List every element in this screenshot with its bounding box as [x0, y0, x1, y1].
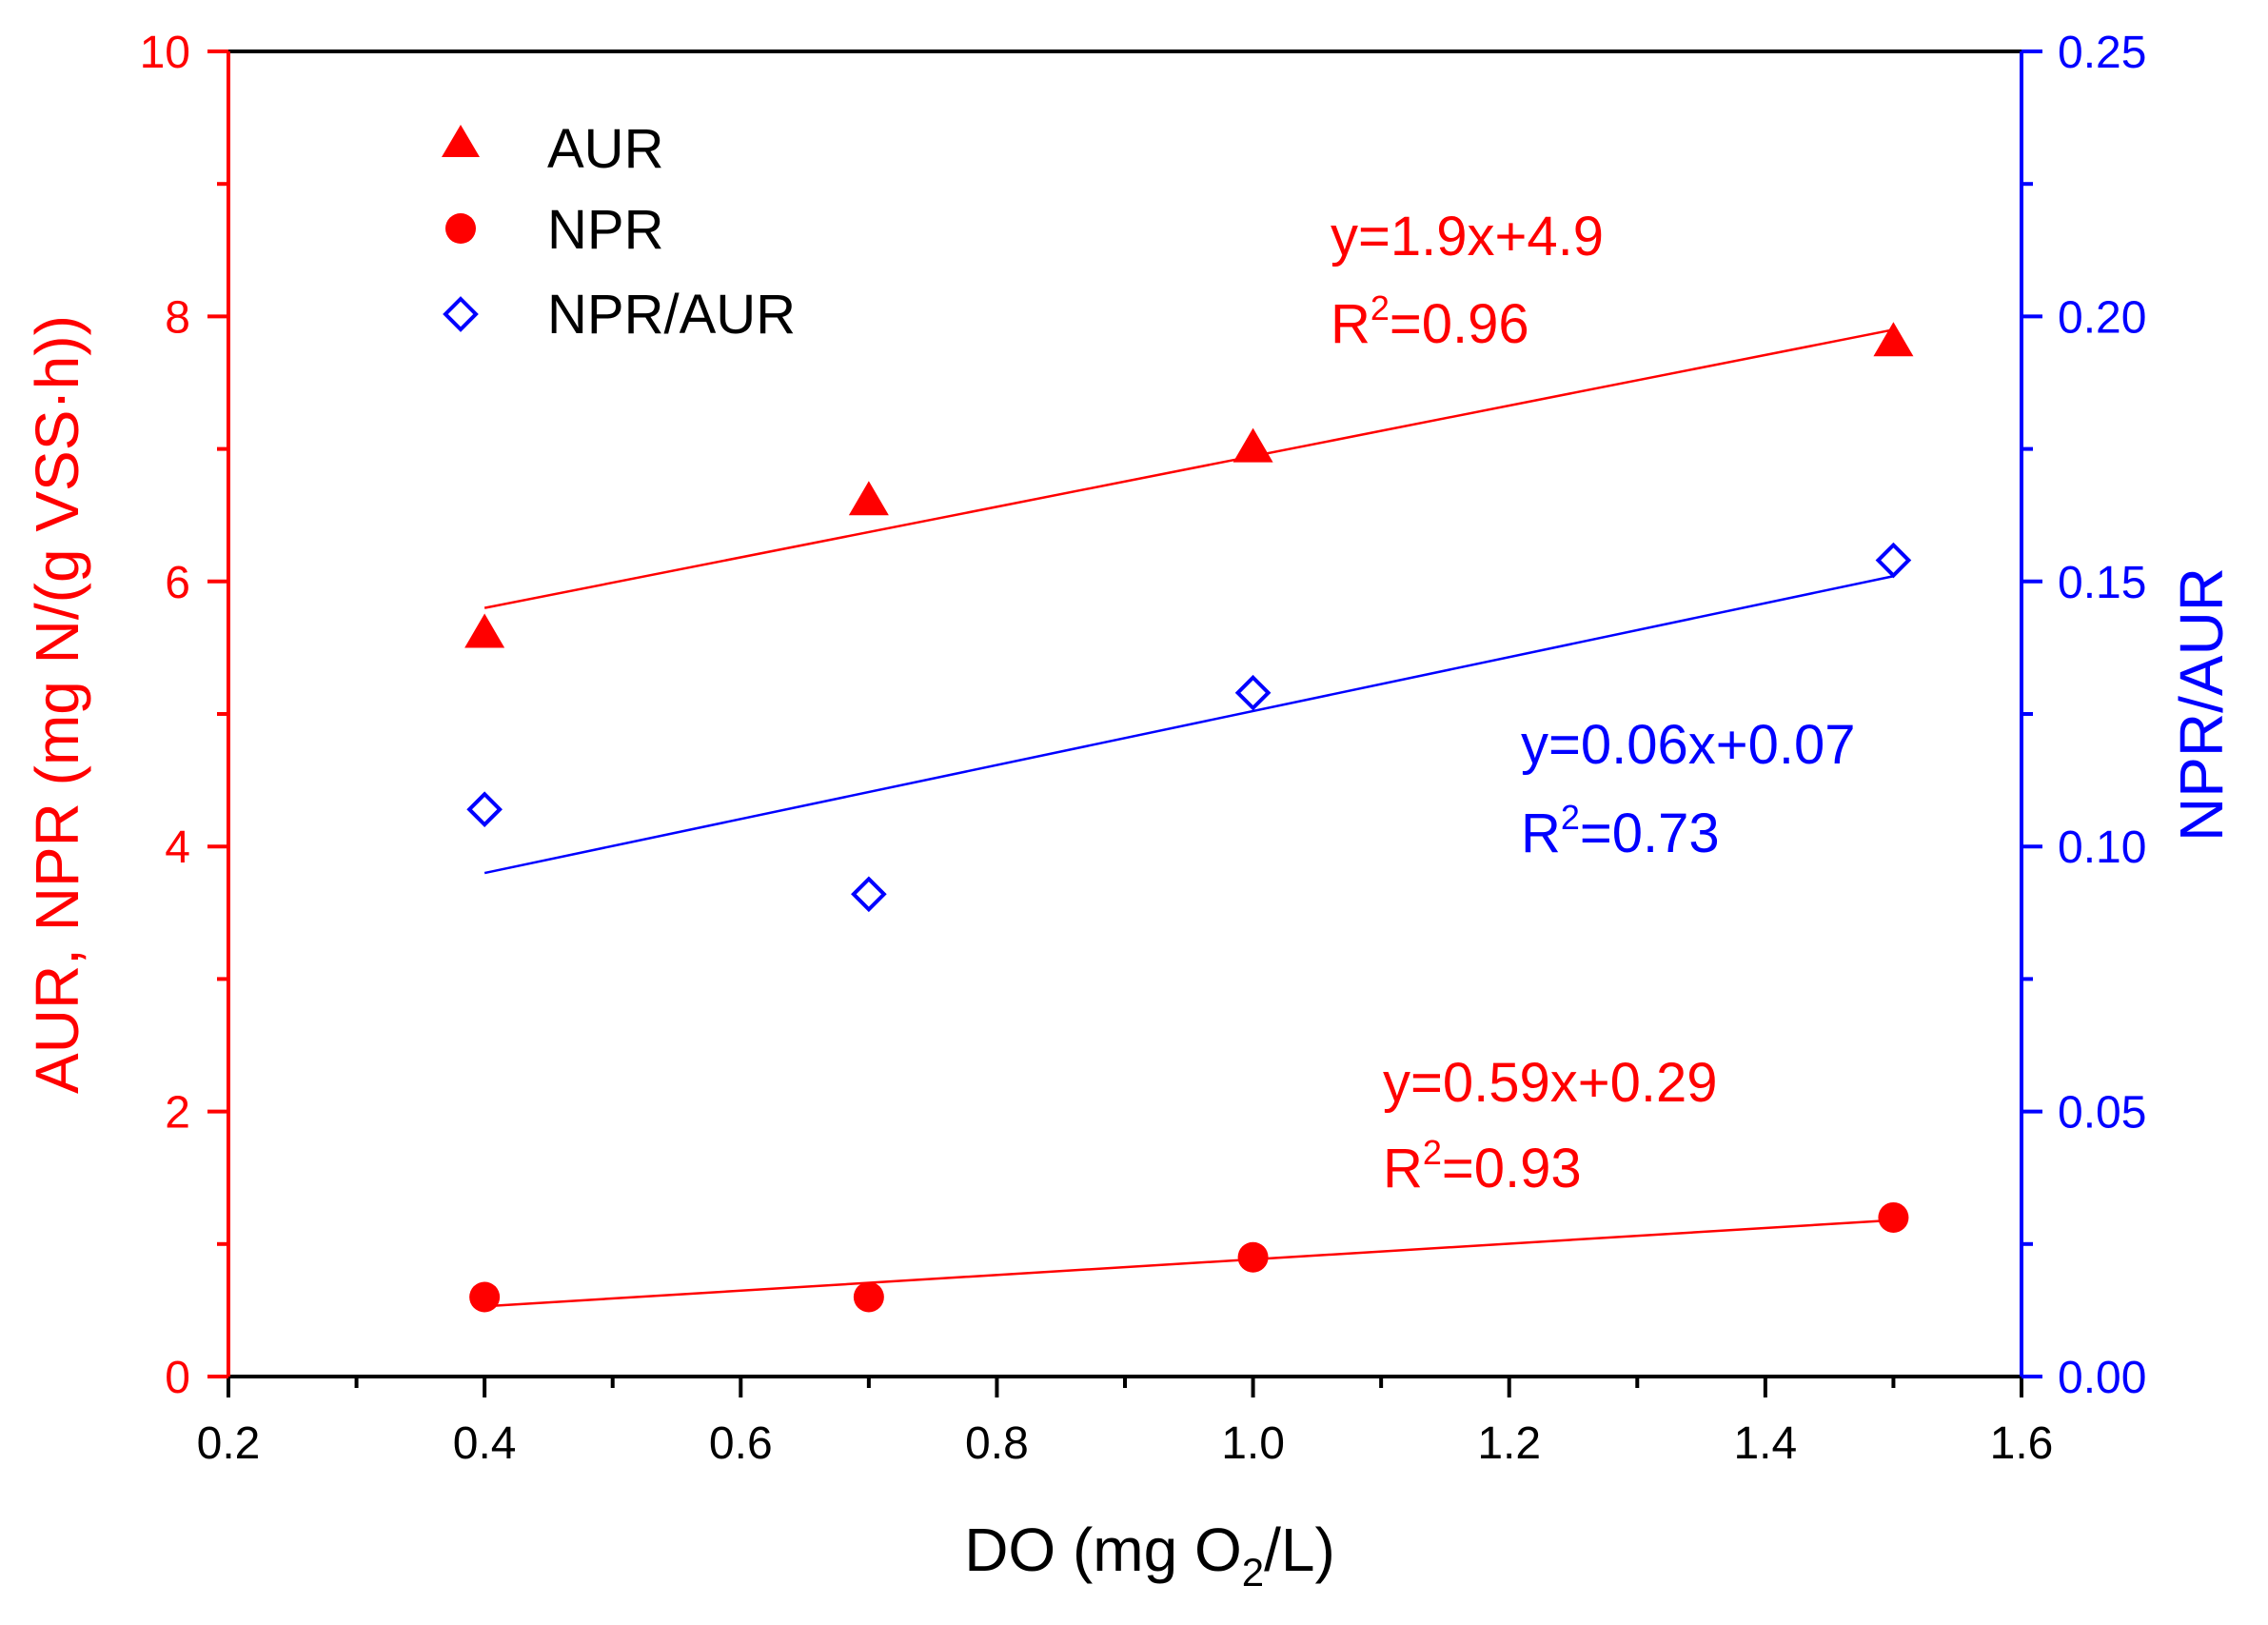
annotation-aur-r2: R2=0.96: [1331, 288, 1529, 355]
data-point-npr-aur: [466, 791, 503, 828]
x-tick-label: 1.0: [1221, 1418, 1285, 1469]
x-tick-label: 0.6: [709, 1418, 773, 1469]
legend-marker-aur: [442, 125, 480, 157]
data-point-npr-aur: [1875, 542, 1912, 579]
legend-label-npr: NPR: [547, 199, 663, 261]
annotation-npr-equation: y=0.59x+0.29: [1383, 1052, 1718, 1114]
data-point-npr: [853, 1281, 884, 1313]
data-point-aur: [848, 481, 889, 516]
fit-lines-layer: [483, 328, 1894, 1308]
y-left-axis-title: AUR, NPR (mg N/(g VSS·h)): [23, 315, 91, 1094]
legend-marker-npr: [445, 213, 476, 244]
markers-layer: [464, 322, 1914, 1313]
data-point-aur: [1873, 322, 1914, 357]
data-point-aur: [464, 613, 505, 648]
fit-line-npr: [484, 1219, 1894, 1308]
y-right-tick-label: 0.15: [2058, 558, 2146, 608]
fit-line-aur: [483, 328, 1894, 609]
data-point-npr-aur: [851, 876, 887, 913]
legend-marker-npr-aur: [443, 296, 479, 332]
data-point-aur: [1233, 427, 1273, 463]
data-point-npr: [469, 1281, 501, 1313]
x-axis-title: DO (mg O2/L): [964, 1516, 1335, 1595]
x-axis-title-main: DO (mg O: [964, 1516, 1242, 1584]
y-right-tick-label: 0.00: [2058, 1353, 2146, 1403]
data-point-npr-aur: [1234, 674, 1272, 711]
annotation-npr-aur-fit: y=0.06x+0.07 R2=0.73: [1521, 714, 1856, 864]
y-left-tick-label: 6: [165, 558, 190, 608]
annotation-aur-equation: y=1.9x+4.9: [1331, 206, 1604, 268]
y-left-tick-label: 8: [165, 292, 190, 343]
y-right-axis-title: NPR/AUR: [2167, 567, 2236, 842]
x-tick-label: 1.2: [1477, 1418, 1541, 1469]
annotation-npr-r2: R2=0.93: [1383, 1133, 1582, 1199]
y-right-tick-label: 0.10: [2058, 822, 2146, 873]
x-tick-label: 1.6: [1990, 1418, 2054, 1469]
x-axis-title-subscript: 2: [1242, 1550, 1264, 1595]
annotation-npr-aur-equation: y=0.06x+0.07: [1521, 714, 1856, 776]
legend-label-npr-aur: NPR/AUR: [547, 284, 796, 346]
x-tick-label: 0.8: [965, 1418, 1029, 1469]
x-tick-label: 0.2: [197, 1418, 261, 1469]
data-point-npr: [1878, 1201, 1909, 1233]
y-right-tick-label: 0.25: [2058, 28, 2146, 78]
data-point-npr: [1237, 1241, 1269, 1273]
x-axis-title-end: /L): [1264, 1516, 1335, 1584]
y-left-tick-label: 10: [140, 28, 190, 78]
y-right-tick-label: 0.20: [2058, 292, 2146, 343]
annotation-npr-aur-r2: R2=0.73: [1521, 798, 1720, 864]
legend: AUR NPR NPR/AUR: [442, 118, 796, 346]
fit-line-npr-aur: [483, 575, 1894, 875]
y-left-tick-label: 4: [165, 822, 190, 873]
annotation-npr-fit: y=0.59x+0.29 R2=0.93: [1383, 1052, 1718, 1199]
y-right-tick-label: 0.05: [2058, 1088, 2146, 1139]
x-tick-label: 1.4: [1733, 1418, 1797, 1469]
y-left-tick-label: 0: [165, 1353, 190, 1403]
axes-layer: 0.2 0.4 0.6 0.8 1.0 1.2 1.4 1.6 0 2 4 6 8 10 0.00 0.05 0…: [140, 28, 2147, 1469]
legend-label-aur: AUR: [547, 118, 663, 180]
x-tick-label: 0.4: [453, 1418, 517, 1469]
y-left-tick-label: 2: [165, 1088, 190, 1139]
annotation-aur-fit: y=1.9x+4.9 R2=0.96: [1331, 206, 1604, 355]
